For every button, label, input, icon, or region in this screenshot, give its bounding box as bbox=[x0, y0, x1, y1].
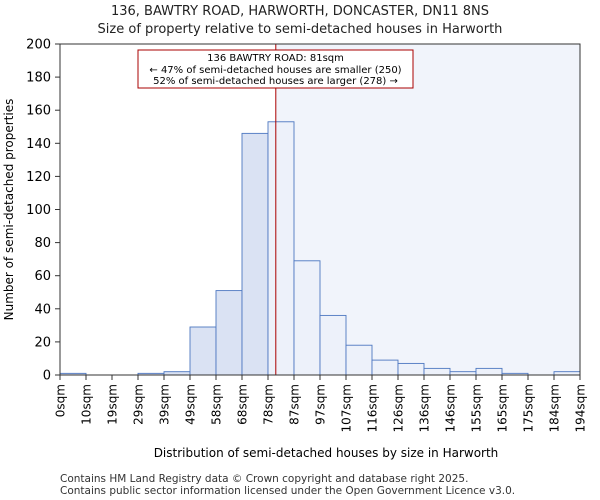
y-tick-label: 100 bbox=[26, 203, 51, 218]
x-tick-label: 10sqm bbox=[80, 384, 94, 425]
histogram-bar bbox=[241, 132, 269, 376]
x-tick-label: 165sqm bbox=[496, 384, 510, 432]
y-tick-label: 200 bbox=[26, 38, 51, 53]
footer-line-2: Contains public sector information licen… bbox=[60, 485, 516, 497]
annotation-line-3: 52% of semi-detached houses are larger (… bbox=[153, 76, 398, 87]
y-tick-label: 160 bbox=[26, 104, 51, 119]
histogram-bar bbox=[189, 326, 217, 376]
histogram-bar bbox=[397, 362, 425, 376]
y-tick-label: 40 bbox=[34, 302, 51, 317]
chart-title: 136, BAWTRY ROAD, HARWORTH, DONCASTER, D… bbox=[110, 4, 490, 19]
annotation-line-2: ← 47% of semi-detached houses are smalle… bbox=[149, 65, 401, 76]
x-tick-label: 146sqm bbox=[444, 384, 458, 432]
x-tick-label: 107sqm bbox=[340, 384, 354, 432]
x-tick-label: 49sqm bbox=[184, 384, 198, 425]
histogram-bar bbox=[215, 290, 243, 376]
y-tick-label: 120 bbox=[26, 170, 51, 185]
x-tick-label: 0sqm bbox=[54, 384, 68, 417]
x-tick-label: 87sqm bbox=[288, 384, 302, 425]
y-axis-label: Number of semi-detached properties bbox=[2, 99, 16, 321]
histogram-bar bbox=[293, 260, 321, 376]
x-tick-label: 29sqm bbox=[132, 384, 146, 425]
x-axis-label: Distribution of semi-detached houses by … bbox=[154, 446, 499, 460]
annotation-box: 136 BAWTRY ROAD: 81sqm ← 47% of semi-det… bbox=[137, 49, 414, 89]
y-tick-label: 20 bbox=[34, 335, 51, 350]
x-tick-label: 39sqm bbox=[158, 384, 172, 425]
x-tick-label: 19sqm bbox=[106, 384, 120, 425]
y-tick-label: 80 bbox=[34, 236, 51, 251]
annotation-line-1: 136 BAWTRY ROAD: 81sqm bbox=[207, 53, 344, 64]
histogram-bar bbox=[345, 344, 373, 376]
y-tick-label: 0 bbox=[43, 369, 51, 384]
histogram-bar bbox=[267, 121, 295, 376]
x-tick-label: 136sqm bbox=[418, 384, 432, 432]
x-tick-label: 126sqm bbox=[392, 384, 406, 432]
y-tick-label: 180 bbox=[26, 71, 51, 86]
x-tick-label: 175sqm bbox=[522, 384, 536, 432]
histogram-bar bbox=[319, 314, 347, 376]
histogram-chart: 0 20 40 60 80 100 120 140 160 180 200 0sqm 10sqm 19s… bbox=[2, 38, 588, 461]
x-tick-label: 68sqm bbox=[236, 384, 250, 425]
chart-subtitle: Size of property relative to semi-detach… bbox=[97, 22, 503, 37]
x-tick-label: 97sqm bbox=[314, 384, 328, 425]
x-tick-label: 194sqm bbox=[574, 384, 588, 432]
histogram-bar bbox=[423, 367, 451, 376]
x-tick-label: 184sqm bbox=[548, 384, 562, 432]
footer-line-1: Contains HM Land Registry data © Crown c… bbox=[60, 473, 469, 485]
histogram-bar bbox=[371, 359, 399, 376]
x-tick-label: 58sqm bbox=[210, 384, 224, 425]
histogram-bar bbox=[475, 367, 503, 376]
y-tick-label: 140 bbox=[26, 137, 51, 152]
x-tick-label: 78sqm bbox=[262, 384, 276, 425]
y-tick-label: 60 bbox=[34, 269, 51, 284]
x-tick-label: 116sqm bbox=[366, 384, 380, 432]
x-tick-label: 155sqm bbox=[470, 384, 484, 432]
